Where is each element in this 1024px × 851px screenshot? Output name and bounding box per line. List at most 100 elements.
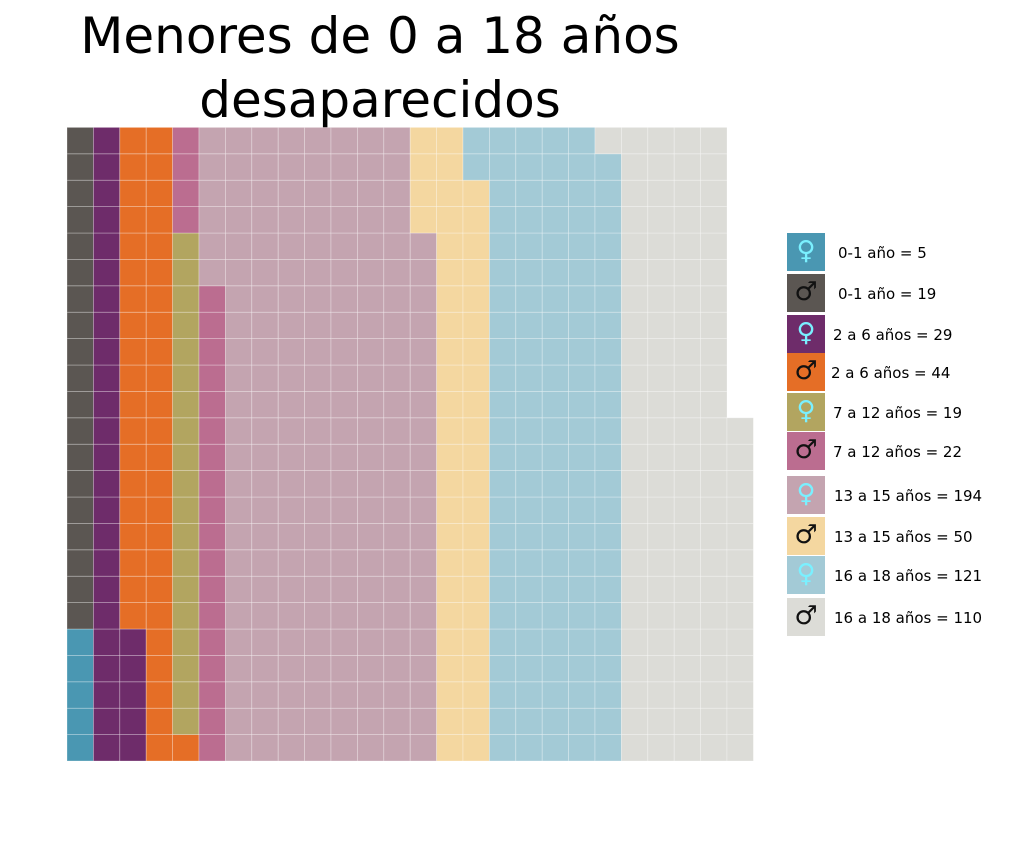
waffle-cell	[172, 602, 200, 630]
legend-item: ♂ 13 a 15 años = 50	[787, 517, 1017, 555]
waffle-cell	[436, 655, 464, 683]
waffle-cell	[568, 153, 596, 181]
waffle-cell	[700, 602, 728, 630]
waffle-cell	[673, 443, 702, 472]
waffle-cell	[488, 338, 517, 366]
waffle-cell	[568, 258, 596, 287]
waffle-cell	[541, 602, 570, 630]
waffle-cell	[356, 681, 385, 709]
waffle-cell	[251, 523, 279, 551]
waffle-cell	[568, 285, 596, 313]
waffle-cell	[647, 417, 675, 445]
waffle-cell	[409, 602, 438, 630]
waffle-cell	[277, 655, 306, 683]
waffle-cell	[251, 390, 279, 419]
waffle-cell	[436, 681, 464, 709]
waffle-cell	[330, 338, 358, 366]
waffle-cell	[673, 153, 702, 181]
waffle-cell	[594, 258, 622, 287]
chart-title-line-2: desaparecidos	[199, 71, 561, 129]
waffle-cell	[66, 602, 94, 630]
waffle-cell	[172, 496, 200, 524]
waffle-cell	[198, 734, 226, 762]
waffle-cell	[409, 417, 438, 445]
waffle-cell	[224, 285, 253, 313]
waffle-cell	[304, 179, 332, 207]
waffle-cell	[621, 206, 649, 234]
waffle-cell	[304, 523, 332, 551]
waffle-cell	[700, 628, 728, 656]
waffle-cell	[277, 232, 306, 260]
waffle-cell	[198, 127, 226, 155]
waffle-cell	[568, 127, 596, 155]
waffle-cell	[621, 734, 649, 762]
waffle-cell	[119, 496, 147, 524]
waffle-cell	[436, 258, 464, 287]
waffle-cell	[330, 628, 358, 656]
waffle-cell	[93, 127, 121, 155]
waffle-cell	[621, 575, 649, 604]
waffle-cell	[436, 153, 464, 181]
waffle-cell	[488, 311, 517, 340]
waffle-cell	[330, 179, 358, 207]
waffle-cell	[330, 311, 358, 340]
waffle-cell	[515, 443, 543, 472]
waffle-cell	[436, 285, 464, 313]
waffle-cell	[119, 523, 147, 551]
waffle-cell	[568, 206, 596, 234]
waffle-cell	[700, 285, 728, 313]
waffle-cell	[224, 602, 253, 630]
legend-item: ♀ 16 a 18 años = 121	[787, 556, 1017, 594]
waffle-cell	[647, 523, 675, 551]
waffle-cell	[436, 628, 464, 656]
waffle-cell	[224, 127, 253, 155]
waffle-cell	[700, 179, 728, 207]
waffle-cell	[515, 628, 543, 656]
waffle-cell	[383, 153, 411, 181]
waffle-cell	[251, 258, 279, 287]
female-symbol-icon: ♀	[796, 318, 816, 348]
waffle-cell	[621, 338, 649, 366]
waffle-cell	[462, 655, 490, 683]
waffle-cell	[198, 549, 226, 577]
waffle-cell	[568, 655, 596, 683]
waffle-cell	[515, 258, 543, 287]
waffle-cell	[224, 417, 253, 445]
legend-label: 0-1 año = 19	[838, 285, 937, 303]
waffle-cell	[673, 338, 702, 366]
waffle-cell	[198, 417, 226, 445]
waffle-cell	[356, 655, 385, 683]
waffle-cell	[568, 364, 596, 392]
waffle-cell	[436, 417, 464, 445]
waffle-cell	[356, 364, 385, 392]
waffle-cell	[198, 443, 226, 472]
waffle-cell	[383, 443, 411, 472]
waffle-cell	[647, 311, 675, 340]
waffle-cell	[621, 390, 649, 419]
waffle-cell	[224, 470, 253, 498]
waffle-cell	[594, 523, 622, 551]
chart-title: Menores de 0 a 18 años desaparecidos	[0, 4, 760, 132]
waffle-cell	[224, 443, 253, 472]
waffle-cell	[330, 602, 358, 630]
waffle-cell	[224, 206, 253, 234]
waffle-cell	[462, 470, 490, 498]
waffle-cell	[251, 417, 279, 445]
waffle-cell	[119, 364, 147, 392]
waffle-cell	[224, 681, 253, 709]
waffle-cell	[172, 153, 200, 181]
waffle-cell	[277, 470, 306, 498]
waffle-cell	[488, 417, 517, 445]
waffle-cell	[304, 206, 332, 234]
waffle-cell	[594, 575, 622, 604]
waffle-cell	[621, 232, 649, 260]
waffle-cell	[251, 364, 279, 392]
waffle-cell	[621, 602, 649, 630]
waffle-cell	[93, 549, 121, 577]
waffle-cell	[119, 127, 147, 155]
waffle-cell	[93, 338, 121, 366]
waffle-cell	[304, 258, 332, 287]
waffle-cell	[515, 496, 543, 524]
waffle-cell	[621, 179, 649, 207]
waffle-cell	[436, 390, 464, 419]
